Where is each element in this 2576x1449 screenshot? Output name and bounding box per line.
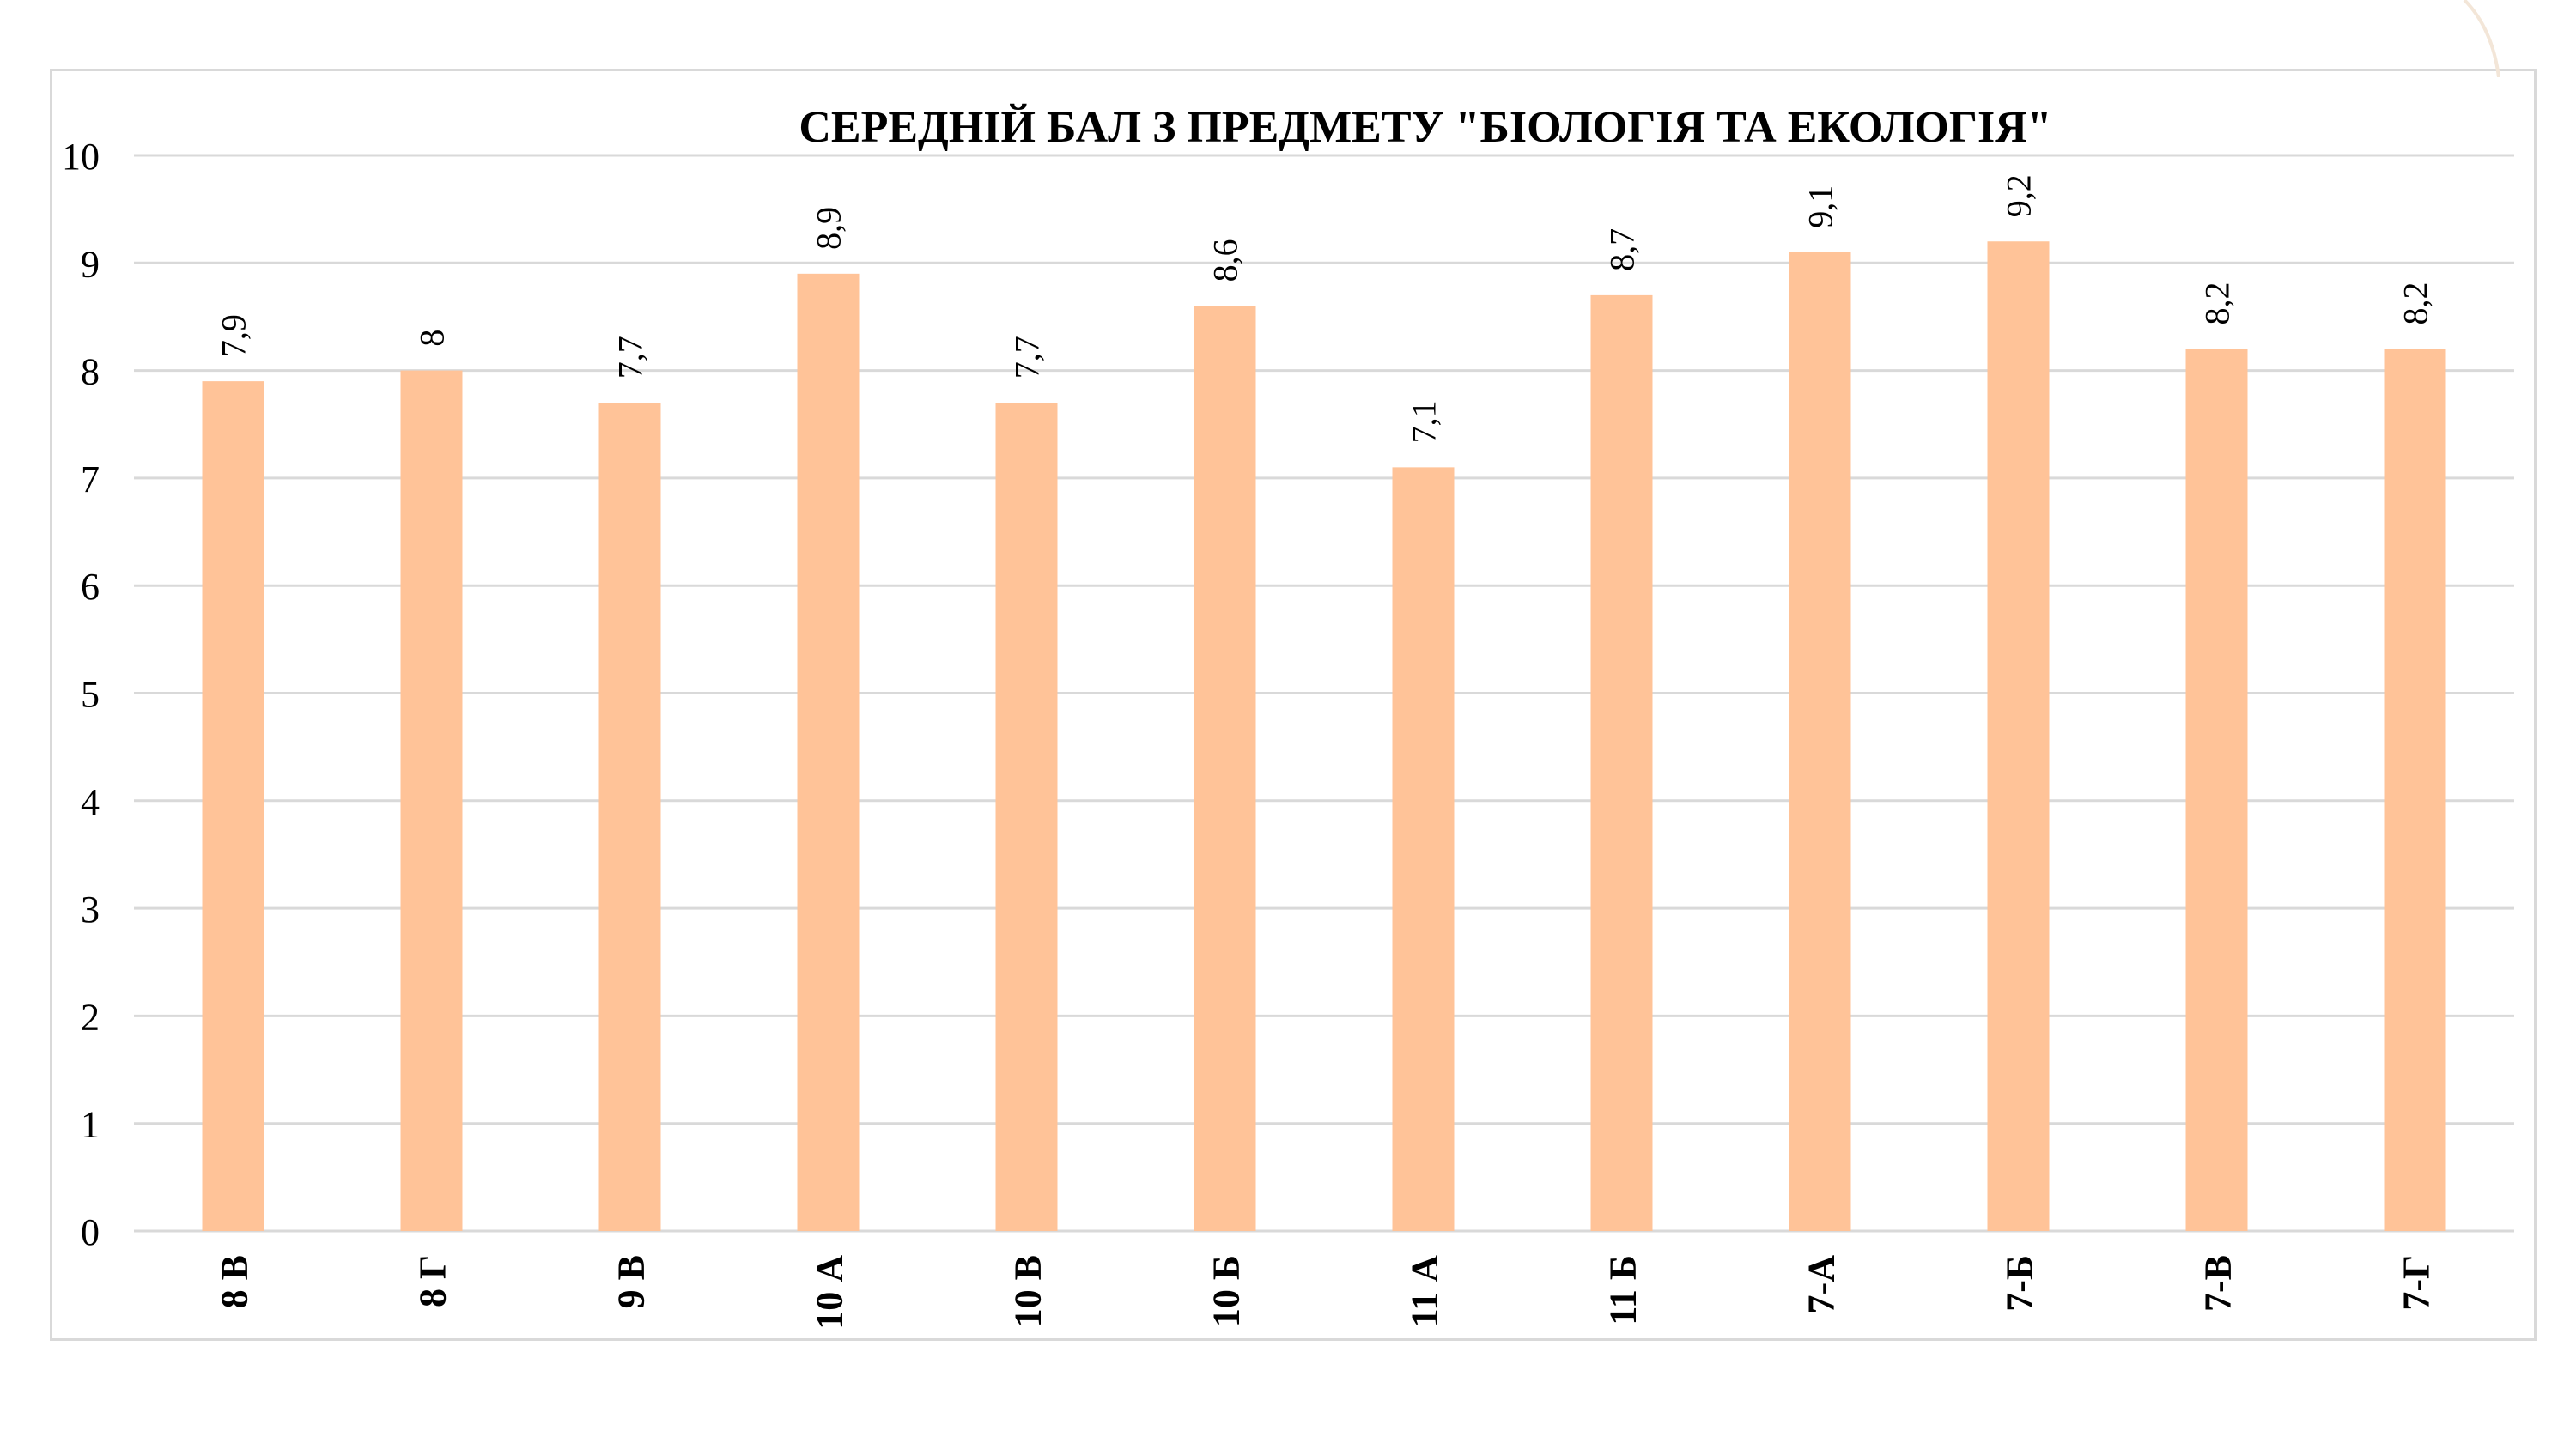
bar [2185, 349, 2248, 1231]
bar [202, 381, 264, 1231]
x-tick-label: 8 Г [412, 1255, 454, 1307]
data-label: 7,7 [611, 336, 650, 379]
x-tick-label: 10 Б [1206, 1255, 1248, 1327]
y-tick-label: 9 [81, 243, 100, 285]
data-label: 8,2 [2397, 282, 2435, 325]
x-tick-label: 7-А [1801, 1255, 1843, 1314]
data-label: 7,7 [1008, 336, 1047, 379]
bar [995, 403, 1058, 1231]
x-tick-label: 10 А [809, 1255, 851, 1330]
decorative-arc [2463, 0, 2500, 77]
x-axis-ticks: 8 В 8 Г 9 В 10 А 10 В 10 Б 11 А 11 Б 7-А 7-Б 7-В 7-… [214, 1255, 2438, 1330]
bars [202, 241, 2446, 1232]
y-tick-label: 3 [81, 888, 100, 931]
data-label: 8,2 [2198, 282, 2237, 325]
data-label: 9,2 [2000, 174, 2038, 217]
data-label: 9,1 [1801, 185, 1840, 228]
bar [1392, 467, 1455, 1231]
data-labels: 7,9 8 7,7 8,9 7,7 8,6 7,1 8,7 9,1 9,2 8,2 8,2 [215, 174, 2435, 443]
x-tick-label: 8 В [214, 1255, 256, 1308]
chart-title: СЕРЕДНІЙ БАЛ З ПРЕДМЕТУ "БІОЛОГІЯ ТА ЕКО… [799, 103, 2051, 152]
y-tick-label: 2 [81, 996, 100, 1038]
y-tick-label: 7 [81, 458, 100, 500]
x-tick-label: 7-В [2197, 1255, 2239, 1312]
bar [598, 403, 661, 1231]
bar [797, 273, 860, 1232]
bar [1987, 241, 2050, 1231]
x-tick-label: 7-Г [2396, 1255, 2438, 1311]
data-label: 7,1 [1405, 400, 1443, 443]
data-label: 8,7 [1603, 228, 1642, 271]
y-tick-label: 0 [81, 1211, 100, 1253]
data-label: 8,6 [1206, 239, 1245, 282]
bar [1590, 294, 1653, 1231]
x-tick-label: 11 Б [1602, 1255, 1644, 1325]
data-label: 7,9 [215, 314, 253, 357]
x-tick-label: 11 А [1404, 1255, 1446, 1328]
data-label: 8 [413, 330, 452, 347]
y-tick-label: 6 [81, 566, 100, 608]
bar [1194, 306, 1256, 1231]
bar [2384, 349, 2446, 1231]
bar [400, 370, 463, 1232]
y-tick-label: 8 [81, 351, 100, 393]
y-tick-label: 5 [81, 674, 100, 716]
x-tick-label: 7-Б [1999, 1255, 2041, 1312]
chart-frame [50, 69, 2537, 1341]
gridlines [134, 154, 2514, 1233]
y-tick-label: 4 [81, 781, 100, 823]
x-tick-label: 10 В [1007, 1255, 1049, 1327]
y-tick-label: 1 [81, 1104, 100, 1146]
x-tick-label: 9 В [611, 1255, 653, 1308]
bar [1789, 252, 1851, 1231]
y-tick-label: 10 [62, 136, 100, 178]
data-label: 8,9 [810, 207, 848, 250]
y-axis-ticks: 0 1 2 3 4 5 6 7 8 9 10 [62, 136, 100, 1253]
